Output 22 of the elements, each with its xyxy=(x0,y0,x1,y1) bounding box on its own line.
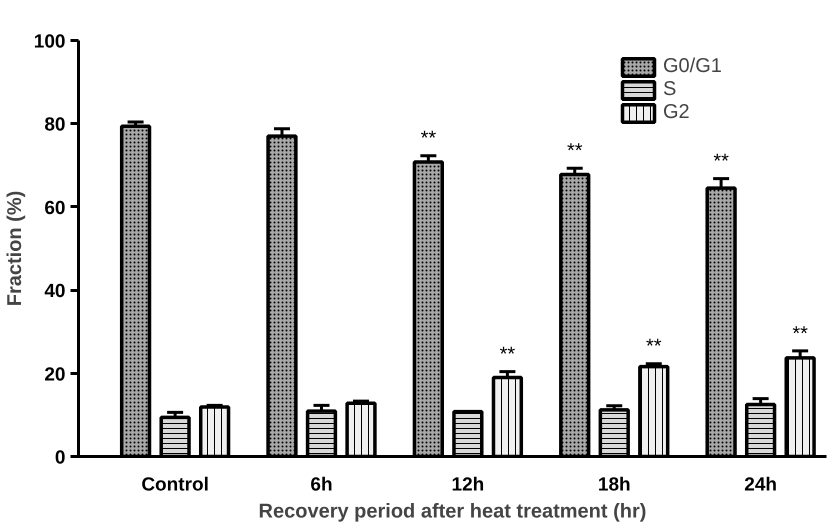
x-tick-label: 24h xyxy=(744,474,778,496)
y-tick-label: 0 xyxy=(54,448,66,468)
legend-label: G2 xyxy=(663,101,690,124)
x-axis-title: Recovery period after heat treatment (hr) xyxy=(258,500,646,522)
data-label: ** xyxy=(792,322,808,345)
data-label: ** xyxy=(500,344,516,366)
y-tick-label: 100 xyxy=(34,32,66,52)
legend-label: G0/G1 xyxy=(663,55,722,78)
y-tick-label: 20 xyxy=(44,364,66,386)
y-tick-label: 80 xyxy=(44,114,66,136)
data-label: ** xyxy=(566,140,583,162)
y-axis-title: Fraction (%) xyxy=(4,190,26,306)
x-tick-label: 6h xyxy=(310,474,333,496)
data-label: ** xyxy=(713,150,730,173)
y-tick-label: 40 xyxy=(44,281,66,302)
y-tick-label: 60 xyxy=(44,198,66,219)
legend-label: S xyxy=(663,78,678,101)
data-label: ** xyxy=(646,336,662,358)
x-tick-label: 18h xyxy=(598,474,631,496)
x-tick-label: 12h xyxy=(452,474,484,496)
data-label: ** xyxy=(420,128,436,150)
x-tick-label: Control xyxy=(141,474,209,496)
